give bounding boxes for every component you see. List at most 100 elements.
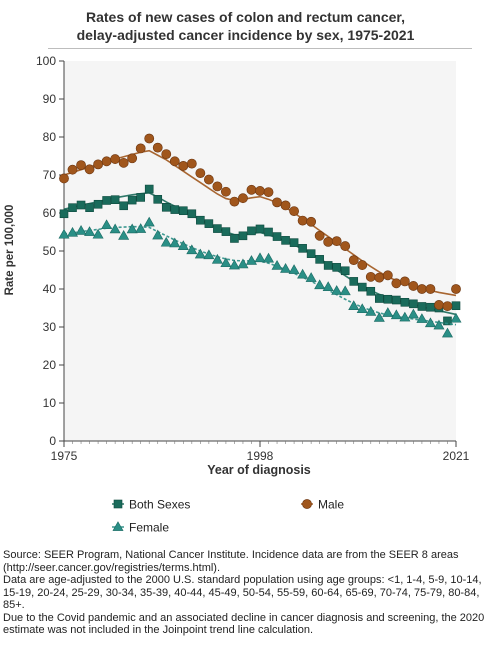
legend-item-both-sexes: Both Sexes	[112, 498, 190, 512]
data-point-male	[93, 159, 103, 170]
data-point-female	[177, 240, 189, 250]
data-point-female	[271, 260, 283, 270]
data-point-male	[374, 272, 385, 283]
data-point-male	[127, 153, 138, 164]
data-point-male	[246, 184, 257, 195]
y-tick-label: 80	[43, 130, 57, 144]
data-point-male	[306, 216, 317, 227]
data-point-female	[228, 259, 240, 270]
data-point-male	[255, 186, 265, 196]
data-point-female	[169, 237, 181, 248]
data-point-female	[75, 225, 87, 235]
data-point-both-sexes	[153, 195, 163, 204]
data-point-male	[135, 143, 146, 154]
y-tick-label: 50	[43, 244, 57, 258]
x-tick-label: 1975	[51, 449, 78, 463]
chart-title: Rates of new cases of colon and rectum c…	[0, 8, 491, 44]
covid-note: Due to the Covid pandemic and an associa…	[3, 611, 485, 637]
age-adjustment-note: Data are age-adjusted to the 2000 U.S. s…	[3, 574, 482, 611]
data-point-both-sexes	[315, 255, 324, 264]
data-point-female	[84, 226, 96, 236]
chart-title-line2: delay-adjusted cancer incidence by sex, …	[76, 27, 415, 43]
x-axis-title: Year of diagnosis	[207, 463, 311, 477]
data-point-both-sexes	[136, 193, 145, 202]
y-tick-label: 20	[43, 358, 57, 372]
data-point-male	[203, 174, 214, 185]
data-point-female	[382, 307, 394, 317]
data-point-female	[245, 255, 257, 265]
data-point-female	[186, 244, 198, 255]
data-point-both-sexes	[306, 249, 316, 258]
y-tick-label: 40	[43, 282, 57, 296]
data-point-male	[76, 160, 86, 171]
data-point-female	[416, 313, 428, 323]
data-point-both-sexes	[213, 224, 222, 233]
data-point-female	[433, 319, 445, 330]
data-point-female	[194, 248, 206, 259]
data-point-both-sexes	[332, 263, 341, 272]
data-point-male	[67, 164, 78, 175]
data-point-both-sexes	[383, 294, 393, 304]
data-point-both-sexes	[230, 234, 239, 243]
data-point-female	[67, 226, 79, 237]
data-point-both-sexes	[93, 199, 103, 209]
data-point-female	[314, 279, 326, 290]
data-point-female	[322, 281, 334, 292]
data-point-both-sexes	[255, 224, 265, 234]
data-point-male	[263, 187, 274, 197]
chart-canvas: 0 10 20 30 40 50 60 70 80 90 100 1975 1998 2021 Year o…	[4, 54, 470, 535]
data-point-male	[442, 301, 453, 311]
data-point-both-sexes	[392, 295, 401, 305]
data-point-male	[144, 133, 155, 144]
data-point-male	[229, 196, 240, 207]
legend-marker-male	[302, 499, 312, 509]
data-point-male	[212, 181, 223, 192]
data-point-male	[331, 236, 342, 247]
data-point-both-sexes	[426, 302, 435, 312]
data-point-male	[399, 276, 410, 287]
data-point-female	[152, 229, 164, 240]
plot-area	[64, 61, 456, 441]
data-point-both-sexes	[375, 294, 384, 303]
data-point-both-sexes	[272, 232, 282, 241]
data-point-male	[221, 186, 231, 197]
data-point-male	[408, 281, 419, 291]
data-point-both-sexes	[451, 301, 461, 311]
data-point-both-sexes	[59, 209, 69, 219]
data-point-both-sexes	[68, 203, 77, 212]
data-point-female	[220, 257, 232, 268]
data-point-male	[59, 173, 69, 184]
x-tick-label: 1998	[247, 449, 274, 463]
data-point-female	[160, 236, 172, 247]
data-point-male	[186, 158, 197, 169]
data-point-both-sexes	[409, 299, 418, 309]
data-point-both-sexes	[323, 261, 333, 270]
data-point-male	[425, 284, 436, 294]
data-point-male	[101, 156, 112, 167]
data-point-both-sexes	[417, 302, 427, 311]
data-point-female	[424, 317, 436, 328]
series-female	[58, 216, 462, 338]
data-point-female	[109, 223, 121, 234]
data-point-female	[118, 229, 130, 240]
data-point-male	[272, 197, 282, 208]
title-divider	[48, 48, 472, 49]
data-point-female	[58, 228, 70, 239]
data-point-female	[373, 312, 385, 322]
data-point-male	[323, 236, 334, 247]
chart-title-line1: Rates of new cases of colon and rectum c…	[86, 9, 405, 25]
data-point-female	[254, 252, 266, 263]
data-point-male	[451, 284, 461, 294]
data-point-both-sexes	[187, 209, 197, 219]
data-point-female	[263, 252, 275, 263]
x-tick-label: 2021	[443, 449, 470, 463]
data-point-both-sexes	[76, 200, 86, 210]
data-point-both-sexes	[357, 282, 367, 292]
y-tick-label: 10	[43, 396, 57, 410]
y-tick-label: 90	[43, 92, 57, 106]
data-point-male	[110, 154, 121, 164]
data-point-male	[178, 160, 189, 171]
data-point-both-sexes	[161, 203, 171, 212]
legend-marker-both-sexes	[113, 499, 123, 509]
y-tick-label: 70	[43, 168, 57, 182]
